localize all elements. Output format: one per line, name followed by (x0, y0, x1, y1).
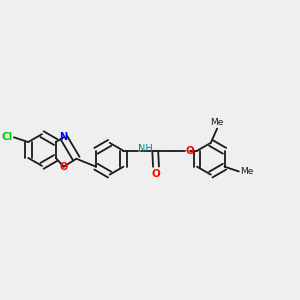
Text: N: N (60, 132, 68, 142)
Text: NH: NH (138, 144, 153, 154)
Text: Me: Me (211, 118, 224, 127)
Text: O: O (59, 162, 68, 172)
Text: O: O (152, 169, 160, 179)
Text: Me: Me (240, 167, 254, 176)
Text: Cl: Cl (1, 132, 12, 142)
Text: O: O (186, 146, 195, 156)
